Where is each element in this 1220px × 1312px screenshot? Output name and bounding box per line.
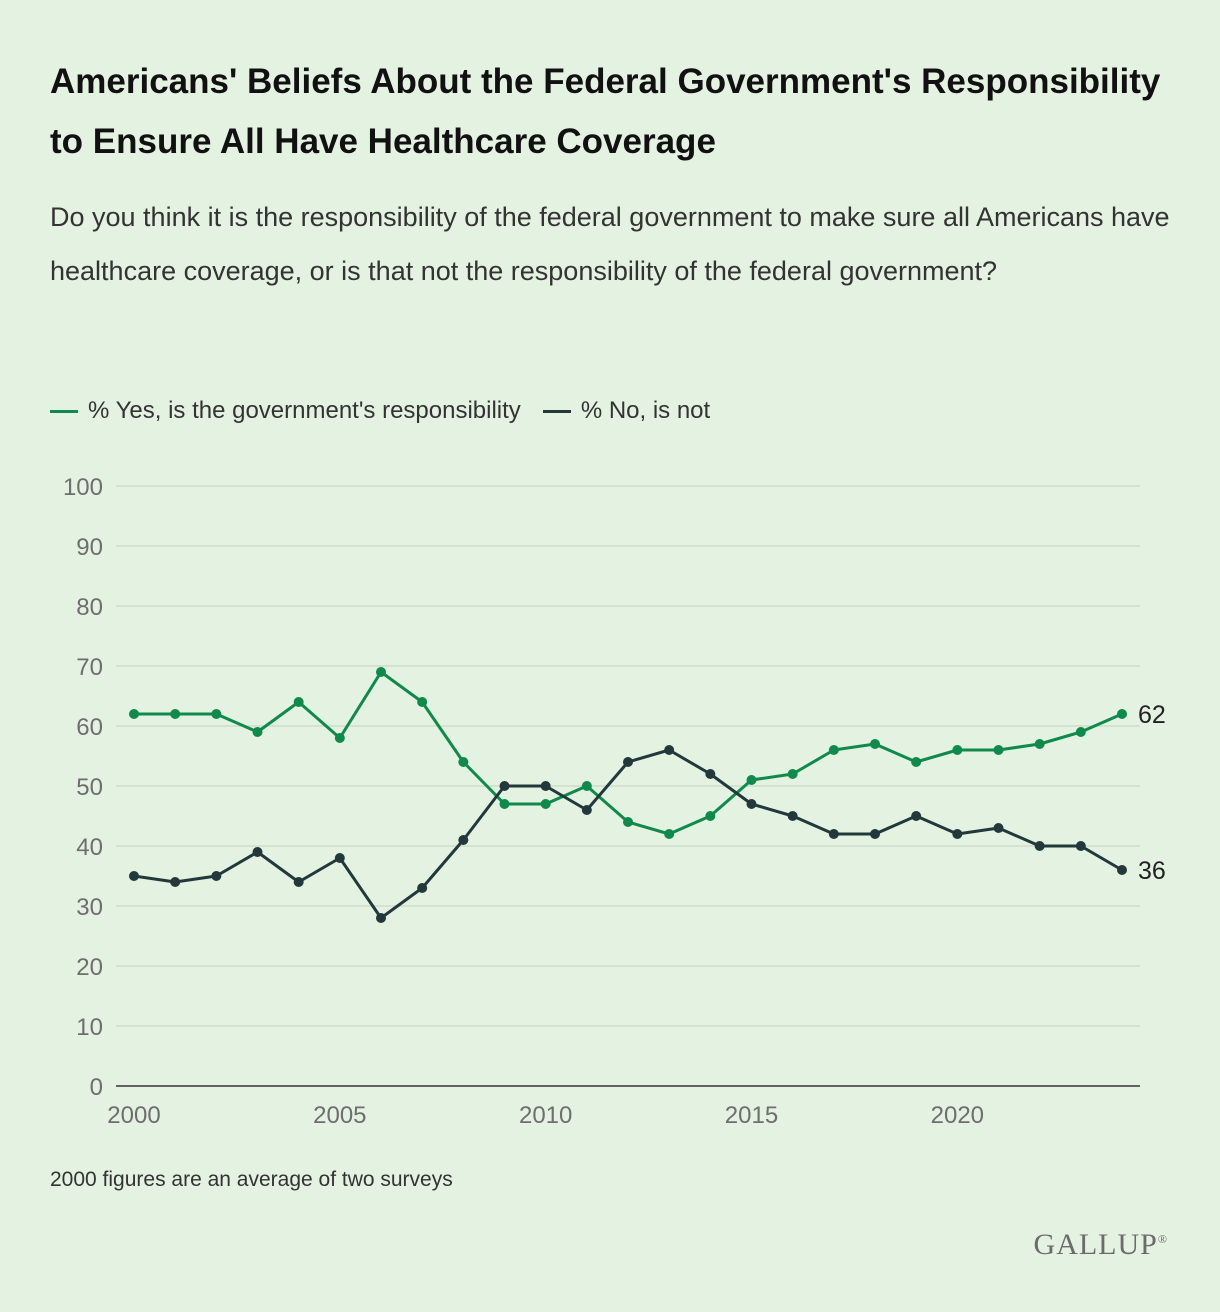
- data-point-s1-2024: [1117, 865, 1127, 875]
- data-point-s1-2003: [252, 847, 263, 857]
- data-point-s0-2003: [252, 727, 263, 737]
- data-point-s0-2020: [952, 745, 963, 755]
- y-tick-label-20: 20: [76, 954, 103, 981]
- y-tick-label-10: 10: [76, 1014, 103, 1041]
- data-point-s1-2009: [499, 781, 510, 791]
- chart-subtitle: Do you think it is the responsibility of…: [50, 202, 1170, 286]
- data-point-s0-2001: [170, 709, 181, 719]
- series-line-0: [132, 670, 1124, 836]
- data-point-s0-2009: [499, 799, 510, 809]
- data-point-s0-2024: [1117, 709, 1127, 719]
- registered-mark: ®: [1157, 1232, 1168, 1246]
- data-point-s1-2023: [1075, 841, 1086, 851]
- legend-swatch-yes: [50, 409, 78, 413]
- legend-label-no: % No, is not: [580, 397, 711, 424]
- y-tick-label-100: 100: [63, 474, 103, 501]
- x-tick-label-2015: 2015: [725, 1102, 778, 1129]
- end-label-series-1: 36: [1138, 857, 1166, 885]
- data-point-s1-2020: [952, 829, 963, 839]
- data-point-s0-2015: [746, 775, 757, 785]
- gallup-logo: GALLUP®: [1034, 1228, 1168, 1262]
- data-point-s1-2019: [911, 811, 922, 821]
- data-point-s1-2017: [828, 829, 839, 839]
- data-point-s1-2000: [129, 871, 139, 881]
- data-point-s0-2018: [870, 739, 880, 749]
- y-tick-label-80: 80: [76, 594, 103, 621]
- data-point-s1-2004: [293, 877, 304, 887]
- data-point-s0-2016: [787, 769, 798, 779]
- data-point-s0-2019: [911, 757, 922, 767]
- data-point-s1-2021: [993, 823, 1004, 833]
- y-tick-label-90: 90: [76, 534, 103, 561]
- legend-item-no: % No, is not: [542, 397, 711, 425]
- data-point-s0-2012: [623, 817, 633, 827]
- data-point-s0-2004: [293, 697, 304, 707]
- data-point-s0-2021: [993, 745, 1004, 755]
- y-tick-label-30: 30: [76, 894, 103, 921]
- y-tick-label-60: 60: [76, 714, 103, 741]
- data-point-s0-2010: [540, 799, 551, 809]
- data-point-s1-2016: [787, 811, 798, 821]
- data-point-s0-2011: [581, 781, 592, 791]
- data-point-s0-2022: [1034, 739, 1045, 749]
- data-point-s1-2011: [581, 805, 592, 815]
- y-tick-label-70: 70: [76, 654, 103, 681]
- y-tick-label-40: 40: [76, 834, 103, 861]
- data-point-s1-2015: [746, 799, 757, 809]
- data-point-s1-2022: [1034, 841, 1045, 851]
- data-point-s0-2017: [828, 745, 839, 755]
- x-tick-label-2020: 2020: [931, 1102, 984, 1129]
- data-point-s0-2013: [664, 829, 675, 839]
- data-point-s0-2014: [705, 811, 716, 821]
- chart-legend: % Yes, is the government's responsibilit…: [50, 394, 732, 428]
- legend-swatch-no: [542, 409, 571, 413]
- data-point-s1-2012: [623, 757, 633, 767]
- legend-item-yes: % Yes, is the government's responsibilit…: [50, 397, 521, 425]
- data-point-s1-2001: [170, 877, 181, 887]
- data-point-s1-2007: [417, 883, 428, 893]
- y-tick-label-50: 50: [76, 774, 103, 801]
- data-point-s0-2002: [211, 709, 222, 719]
- data-point-s0-2008: [458, 757, 469, 767]
- x-tick-label-2005: 2005: [313, 1102, 366, 1129]
- data-point-s0-2023: [1075, 727, 1086, 737]
- gallup-logo-text: GALLUP: [1033, 1228, 1158, 1261]
- data-point-s1-2010: [540, 781, 551, 791]
- y-tick-label-0: 0: [90, 1074, 103, 1101]
- data-point-s1-2008: [458, 835, 469, 845]
- data-point-s1-2018: [870, 829, 880, 839]
- data-point-s0-2006: [376, 667, 386, 677]
- data-point-s0-2005: [334, 733, 345, 743]
- data-point-s1-2002: [211, 871, 222, 881]
- chart-title: Americans' Beliefs About the Federal Gov…: [50, 62, 1161, 161]
- data-point-s1-2013: [664, 745, 675, 755]
- series-line-1: [132, 748, 1124, 920]
- data-point-s0-2007: [417, 697, 428, 707]
- data-point-s1-2014: [705, 769, 716, 779]
- legend-label-yes: % Yes, is the government's responsibilit…: [88, 397, 521, 424]
- x-tick-label-2000: 2000: [107, 1102, 160, 1129]
- data-point-s1-2005: [334, 853, 345, 863]
- end-label-series-0: 62: [1138, 701, 1166, 729]
- data-point-s0-2000: [129, 709, 139, 719]
- x-tick-label-2010: 2010: [519, 1102, 572, 1129]
- footnote: 2000 figures are an average of two surve…: [50, 1168, 453, 1191]
- data-point-s1-2006: [376, 913, 386, 923]
